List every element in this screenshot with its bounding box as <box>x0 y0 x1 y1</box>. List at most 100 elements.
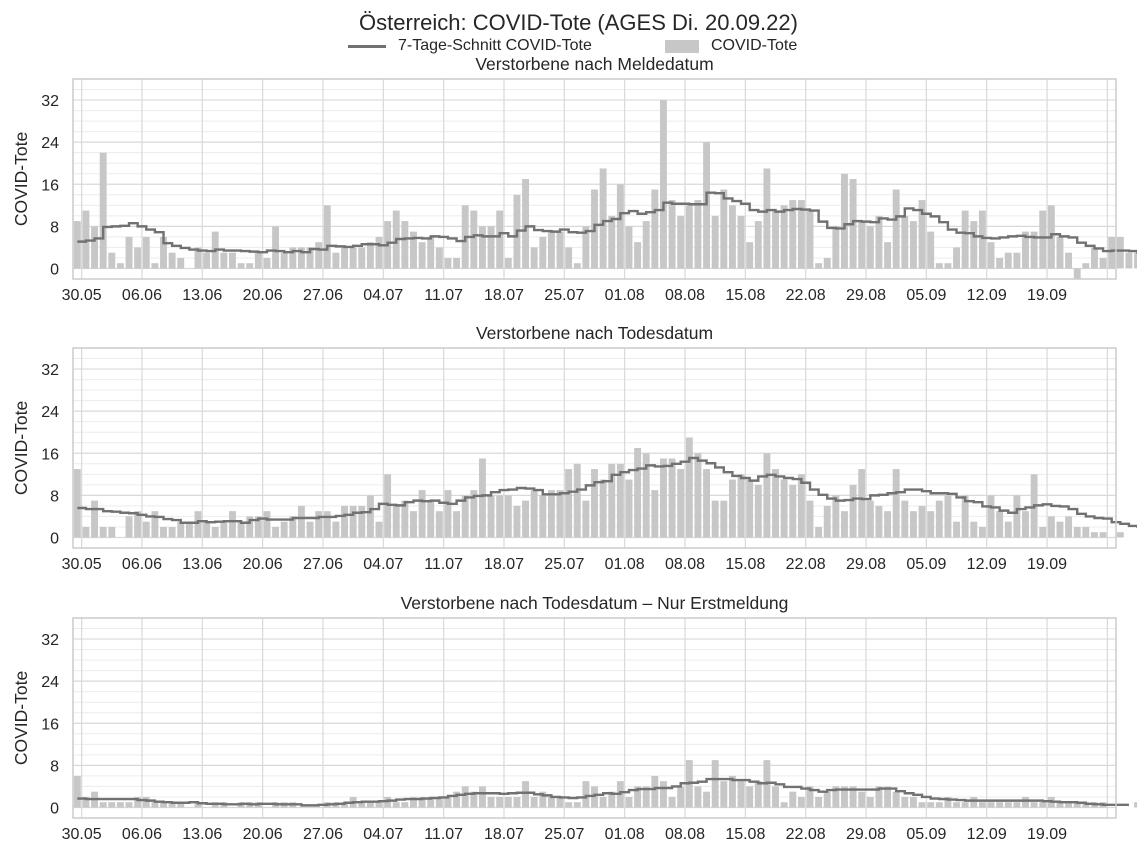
bar <box>547 490 555 538</box>
bar <box>582 781 590 808</box>
x-tick-label: 01.08 <box>605 287 645 304</box>
bar <box>685 437 693 538</box>
bar <box>323 511 331 538</box>
bar <box>953 802 960 808</box>
bar <box>461 786 469 808</box>
y-tick-label: 8 <box>50 219 59 236</box>
bar <box>246 263 254 269</box>
x-tick-label: 04.07 <box>363 287 403 304</box>
bar <box>229 511 236 538</box>
bar <box>720 781 728 808</box>
bar <box>513 505 521 538</box>
bar <box>797 474 805 538</box>
bar <box>1039 210 1047 269</box>
bar <box>918 505 926 538</box>
bar <box>599 168 607 269</box>
bar <box>254 252 262 269</box>
bar <box>927 231 935 269</box>
x-tick-label: 01.08 <box>605 556 645 573</box>
bar <box>315 511 323 538</box>
bar <box>668 458 676 538</box>
x-tick-label: 15.08 <box>725 556 765 573</box>
x-tick-label: 22.08 <box>786 826 826 843</box>
bar <box>177 521 185 538</box>
bar <box>780 205 788 269</box>
bar <box>229 252 236 269</box>
bar <box>841 786 848 808</box>
avg7-line <box>77 456 1137 529</box>
bar <box>944 495 952 538</box>
bar <box>427 796 435 808</box>
bar <box>272 526 280 538</box>
bar <box>858 791 866 808</box>
x-tick-label: 29.08 <box>846 826 886 843</box>
x-tick-label: 30.05 <box>62 556 102 573</box>
bar <box>935 263 943 269</box>
x-tick-label: 15.08 <box>725 287 765 304</box>
bar <box>884 786 892 808</box>
bar <box>625 796 633 808</box>
bar <box>1004 252 1012 269</box>
x-tick-label: 19.09 <box>1027 287 1067 304</box>
bar <box>1013 802 1021 808</box>
bar <box>599 479 607 538</box>
bar <box>91 226 98 269</box>
bar <box>961 210 969 269</box>
bar <box>418 796 426 808</box>
bar <box>1013 252 1021 269</box>
bar <box>375 802 383 808</box>
bar <box>1065 516 1073 538</box>
y-tick-label: 8 <box>50 758 59 775</box>
bar <box>703 791 711 808</box>
x-tick-label: 27.06 <box>303 287 343 304</box>
bar <box>573 263 581 269</box>
plot-frame <box>72 617 1117 819</box>
bar <box>1134 252 1137 269</box>
y-tick-label: 0 <box>50 261 59 278</box>
bar <box>280 521 288 538</box>
x-tick-label: 13.06 <box>182 826 222 843</box>
bar <box>73 469 81 538</box>
bar <box>539 236 547 269</box>
bar <box>789 484 797 538</box>
x-tick-label: 11.07 <box>424 287 463 304</box>
bar <box>935 500 943 538</box>
bar <box>358 247 366 269</box>
avg7-line <box>77 777 1129 807</box>
bar <box>875 505 883 538</box>
bar <box>160 236 167 269</box>
bar <box>1022 796 1029 808</box>
x-tick-label: 27.06 <box>303 556 343 573</box>
bar <box>573 802 581 808</box>
bar <box>694 453 702 538</box>
bar <box>237 263 245 269</box>
bar <box>246 516 254 538</box>
bar <box>116 802 124 808</box>
bar <box>254 516 262 538</box>
bar <box>668 796 676 808</box>
bar <box>539 495 547 538</box>
bar <box>573 463 581 538</box>
bar <box>1134 802 1137 808</box>
x-tick-label: 19.09 <box>1027 826 1067 843</box>
bar <box>677 469 685 538</box>
bar <box>297 247 305 269</box>
bar <box>504 257 512 269</box>
bar <box>366 495 374 538</box>
bar <box>849 786 857 808</box>
bar <box>970 796 978 808</box>
bar <box>806 500 814 538</box>
bar <box>737 215 745 269</box>
bar <box>151 511 159 538</box>
bar <box>73 775 81 808</box>
bar <box>944 796 952 808</box>
bar <box>470 210 478 269</box>
bar <box>772 469 779 538</box>
bar <box>151 802 159 808</box>
bar <box>108 526 116 538</box>
bar <box>1073 802 1081 808</box>
y-tick-label: 16 <box>41 716 59 733</box>
bar <box>987 242 995 269</box>
bar <box>927 802 935 808</box>
bar <box>866 226 874 269</box>
